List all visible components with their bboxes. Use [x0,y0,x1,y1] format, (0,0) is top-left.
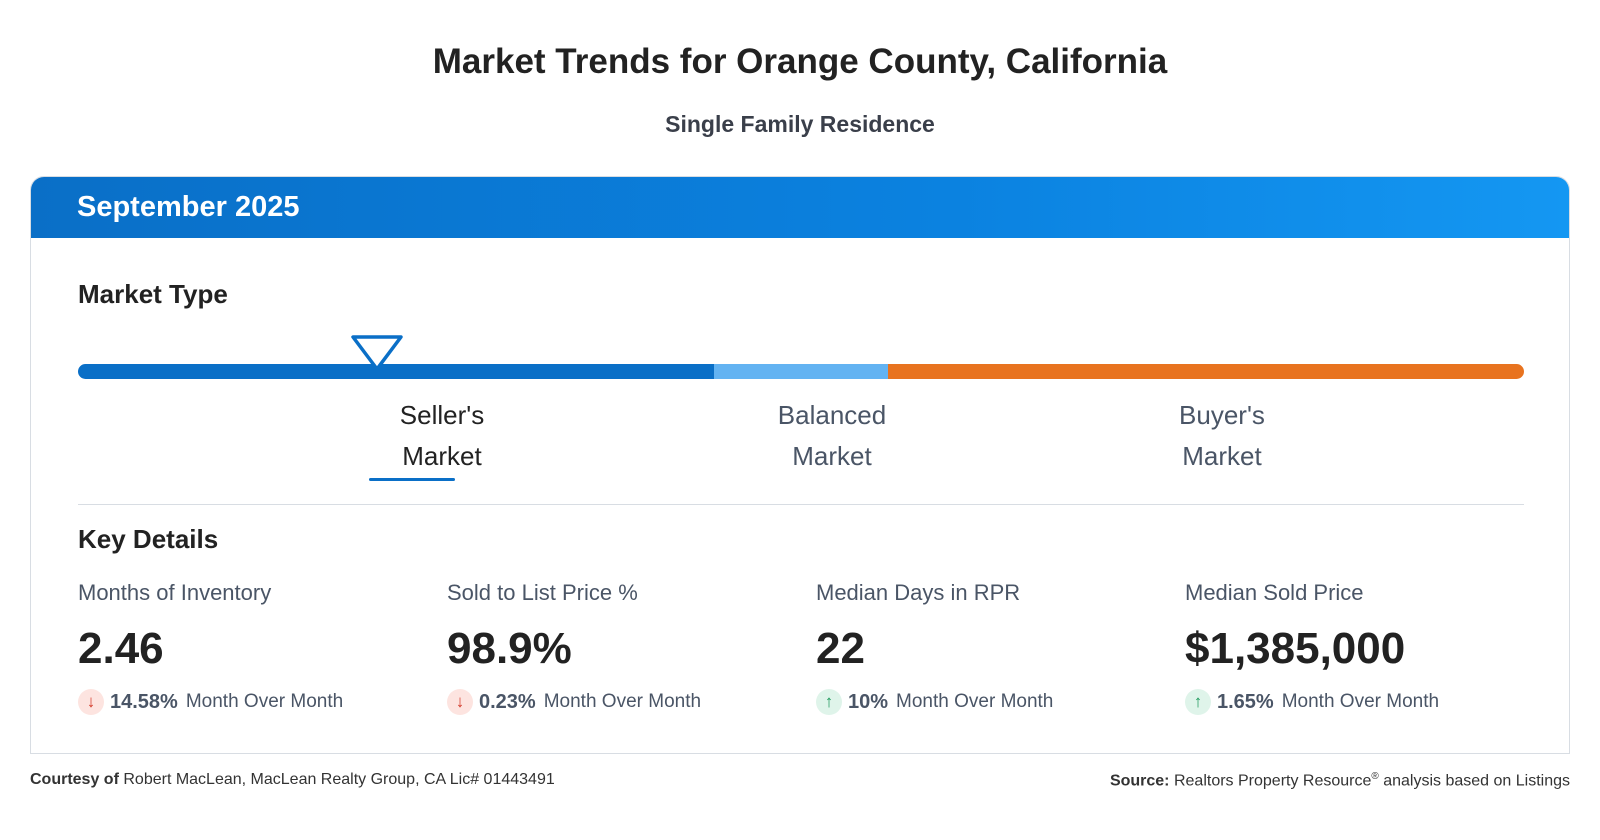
courtesy-text: Robert MacLean, MacLean Realty Group, CA… [123,771,555,788]
page-subtitle: Single Family Residence [665,111,935,137]
section-divider [78,504,1524,505]
active-market-underline [369,478,455,481]
market-type-scale [78,364,1524,379]
metric-label: Median Sold Price [1185,580,1364,605]
source-note: Source: Realtors Property Resource® anal… [1110,771,1570,790]
metric-value: $1,385,000 [1185,624,1406,673]
source-text-a: Realtors Property Resource [1173,772,1372,790]
market-type-seller-line1: Seller's [399,400,485,430]
metric-change: ↓ 0.23% Month Over Month [447,688,807,716]
balanced-segment [714,364,888,379]
metric-change: ↑ 10% Month Over Month [816,688,1176,716]
source-text-b: analysis based on Listings [1383,772,1570,790]
metric-change: ↓ 14.58% Month Over Month [78,688,438,716]
source-label: Source: [1109,772,1170,790]
market-type-title: Market Type [78,279,228,309]
metric-value: 22 [816,624,865,673]
card-header: September 2025 [31,177,1569,238]
seller-segment [78,364,714,379]
market-type-seller[interactable]: Seller's Market [332,395,552,477]
market-type-balanced-line2: Market [792,441,872,471]
market-type-buyer[interactable]: Buyer's Market [1112,395,1332,477]
metric-median-sold-price: Median Sold Price $1,385,000 ↑ 1.65% Mon… [1185,580,1545,716]
metric-change-text: Month Over Month [185,691,344,712]
metric-label: Sold to List Price % [447,580,638,605]
metric-change-text: Month Over Month [543,691,702,712]
metric-change-text: Month Over Month [1281,691,1440,712]
arrow-down-icon: ↓ [78,689,104,715]
metric-change: ↑ 1.65% Month Over Month [1185,688,1545,716]
market-trends-card: September 2025 Market Type Seller's Mark… [30,176,1570,754]
market-type-balanced-line1: Balanced [777,400,887,430]
market-type-buyer-line2: Market [1182,441,1262,471]
arrow-down-icon: ↓ [447,689,473,715]
key-details-title: Key Details [78,524,219,554]
arrow-up-icon: ↑ [1185,689,1211,715]
page-title: Market Trends for Orange County, Califor… [432,42,1168,81]
metric-value: 2.46 [78,624,164,673]
metric-change-value: 10% [848,690,889,713]
metric-median-days-in-rpr: Median Days in RPR 22 ↑ 10% Month Over M… [816,580,1176,716]
metric-label: Median Days in RPR [816,580,1021,605]
metric-change-value: 1.65% [1217,690,1274,713]
metric-change-value: 14.58% [110,690,178,713]
registered-mark: ® [1371,771,1379,782]
metric-change-value: 0.23% [479,690,536,713]
period-title: September 2025 [77,191,300,223]
metric-label: Months of Inventory [78,580,272,605]
courtesy-note: Courtesy of Robert MacLean, MacLean Real… [30,771,555,789]
market-position-marker-icon [351,335,403,371]
metric-months-of-inventory: Months of Inventory 2.46 ↓ 14.58% Month … [78,580,438,716]
metric-sold-to-list-price: Sold to List Price % 98.9% ↓ 0.23% Month… [447,580,807,716]
market-type-balanced[interactable]: Balanced Market [722,395,942,477]
buyer-segment [888,364,1524,379]
market-type-buyer-line1: Buyer's [1179,400,1265,430]
metric-change-text: Month Over Month [896,691,1054,712]
courtesy-label: Courtesy of [30,771,119,788]
arrow-up-icon: ↑ [816,689,842,715]
metric-value: 98.9% [447,624,572,673]
market-type-seller-line2: Market [402,441,482,471]
